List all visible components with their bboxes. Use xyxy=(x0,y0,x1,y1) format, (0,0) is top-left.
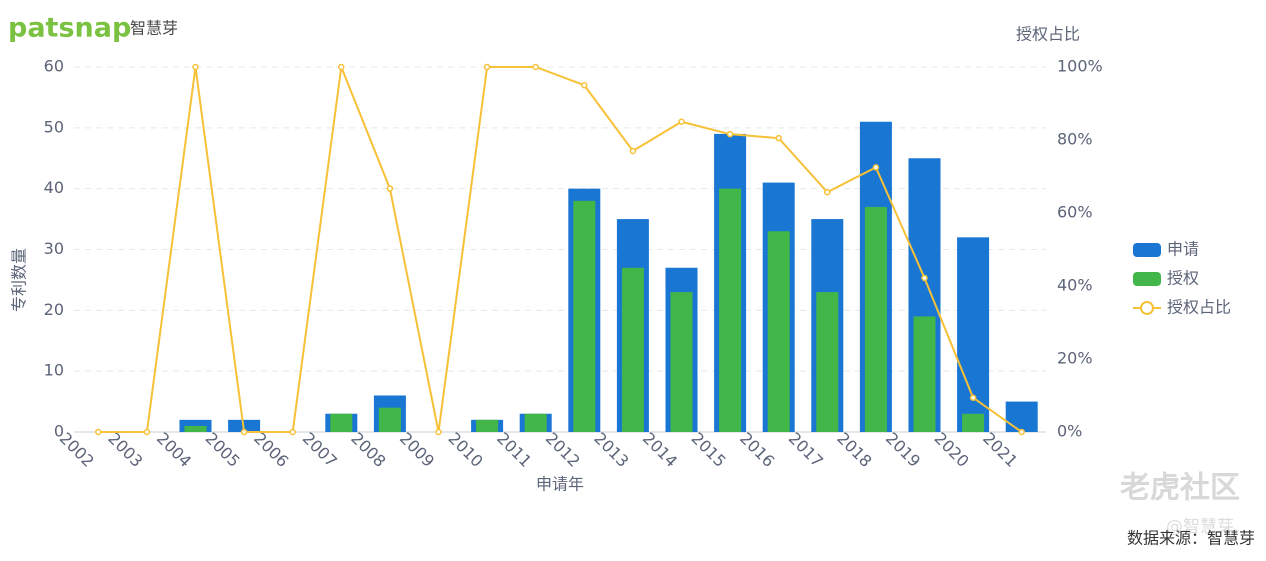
legend-label: 申请 xyxy=(1167,240,1199,259)
y-tick-label: 20 xyxy=(44,300,64,319)
legend-label: 授权占比 xyxy=(1167,298,1231,317)
y2-tick-label: 80% xyxy=(1057,130,1093,149)
x-tick-label: 2007 xyxy=(299,429,341,471)
logo: patsnap xyxy=(8,13,131,44)
line xyxy=(98,63,1023,433)
bar xyxy=(913,316,936,432)
line-point xyxy=(435,428,442,436)
bar xyxy=(962,413,985,432)
y-tick-label: 50 xyxy=(44,117,64,136)
x-tick-label: 2012 xyxy=(542,429,584,471)
x-tick-label: 2003 xyxy=(104,429,146,471)
x-tick-label: 2015 xyxy=(688,429,730,471)
y2-tick-label: 20% xyxy=(1057,349,1093,368)
source: 数据来源：智慧芽 xyxy=(1127,529,1255,548)
line-point xyxy=(143,428,151,436)
line-point xyxy=(240,428,248,436)
x-tick-label: 2019 xyxy=(882,429,924,471)
y-tick-label: 60 xyxy=(44,57,64,76)
watermark: 老虎社区 xyxy=(1120,471,1240,506)
watermark-sub: @智慧芽 xyxy=(1166,517,1234,537)
x-tick-label: 2005 xyxy=(202,429,244,471)
y-axis-title: 专利数量 xyxy=(10,248,29,312)
y-tick-label: 0 xyxy=(54,422,64,441)
line-point xyxy=(678,118,685,125)
bar xyxy=(670,292,693,432)
y2-tick-label: 100% xyxy=(1057,57,1103,76)
y2-tick-label: 0% xyxy=(1057,422,1082,441)
x-tick-label: 2006 xyxy=(250,429,292,471)
line-point xyxy=(386,185,394,192)
legend-swatch xyxy=(1133,272,1161,286)
x-tick-label: 2020 xyxy=(931,429,973,471)
line-point xyxy=(824,188,831,196)
line-point xyxy=(1018,428,1025,436)
x-tick-label: 2008 xyxy=(347,429,389,471)
x-tick-label: 2010 xyxy=(445,429,487,471)
x-tick-label: 2013 xyxy=(590,429,632,471)
x-tick-label: 2017 xyxy=(785,429,827,471)
y-tick-label: 30 xyxy=(44,239,64,258)
line-point xyxy=(629,147,637,155)
x-tick-label: 2021 xyxy=(979,429,1021,471)
bar xyxy=(524,413,547,432)
bar xyxy=(476,419,499,432)
line-point xyxy=(289,428,296,436)
line-point xyxy=(95,428,102,436)
bar xyxy=(957,237,990,432)
x-axis-title: 申请年 xyxy=(536,475,584,494)
x-tick-label: 2014 xyxy=(639,429,681,471)
line-point xyxy=(581,82,588,89)
x-tick-label: 2018 xyxy=(833,429,875,471)
bar xyxy=(621,267,644,432)
bar xyxy=(816,292,839,432)
bar xyxy=(330,413,353,432)
legend-swatch xyxy=(1140,301,1154,315)
bar xyxy=(1005,401,1038,432)
line-point xyxy=(532,63,539,71)
bar xyxy=(378,407,401,432)
y2-tick-label: 40% xyxy=(1057,276,1093,295)
legend-label: 授权 xyxy=(1167,269,1199,288)
bar xyxy=(767,231,790,432)
x-tick-label: 2004 xyxy=(153,429,195,471)
y2-tick-label: 60% xyxy=(1057,203,1093,222)
line-point xyxy=(969,394,977,401)
y-tick-label: 10 xyxy=(44,361,64,380)
x-tick-label: 2002 xyxy=(56,429,98,471)
bar xyxy=(719,188,742,432)
line-point xyxy=(338,63,345,71)
x-tick-label: 2009 xyxy=(396,429,438,471)
line-point xyxy=(872,164,880,171)
logo-sub: 智慧芽 xyxy=(130,19,178,38)
bar xyxy=(184,425,207,432)
x-tick-label: 2016 xyxy=(736,429,778,471)
bar xyxy=(573,200,596,432)
y2-axis-title: 授权占比 xyxy=(1016,25,1080,44)
line-point xyxy=(726,130,734,138)
y-tick-label: 40 xyxy=(44,178,64,197)
bar xyxy=(864,206,887,432)
line-point xyxy=(483,63,491,71)
legend-swatch xyxy=(1133,243,1161,257)
line-point xyxy=(192,63,199,71)
line-point xyxy=(775,134,782,142)
x-tick-label: 2011 xyxy=(493,429,535,471)
line-point xyxy=(921,274,928,282)
